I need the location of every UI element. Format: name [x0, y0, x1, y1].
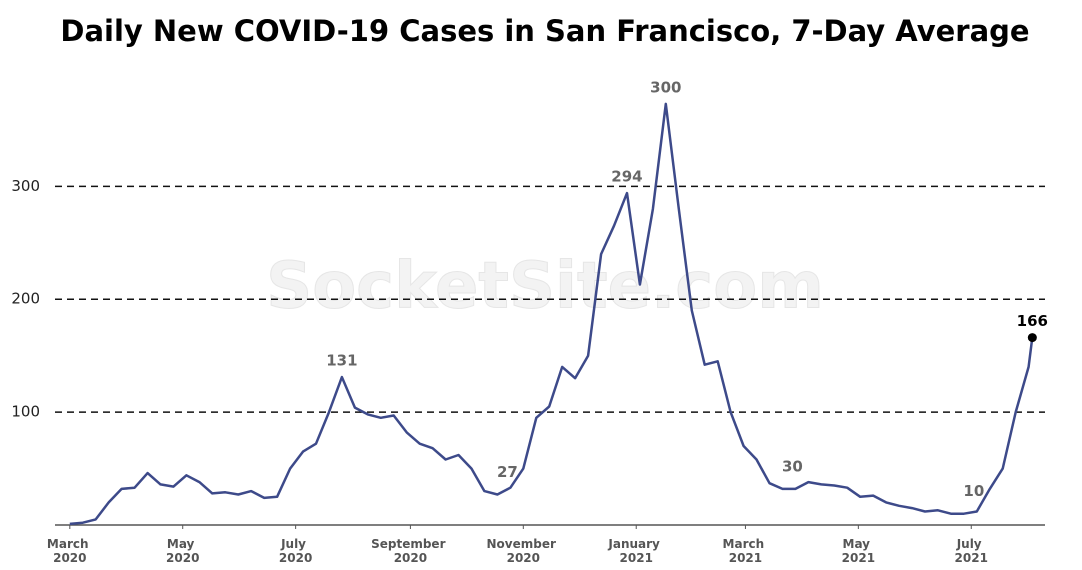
x-tick-label-line: July — [280, 537, 310, 551]
y-tick-label: 200 — [11, 290, 40, 308]
x-tick-label-line: July — [956, 537, 986, 551]
end-point — [1027, 333, 1037, 343]
annotation: 131 — [326, 352, 357, 370]
x-tick-label-line: May — [167, 537, 199, 551]
x-tick-label: September 2020 — [371, 537, 450, 565]
x-tick-label-line: 2021 — [620, 551, 653, 565]
chart-title: Daily New COVID-19 Cases in San Francisc… — [60, 14, 1029, 48]
annotation: 166 — [1017, 312, 1048, 330]
watermark: SocketSite.com — [266, 250, 824, 324]
x-tick-label: July 2021 — [955, 537, 988, 565]
x-tick-label: November 2020 — [487, 537, 561, 565]
annotation: 30 — [782, 457, 803, 475]
x-tick-label-line: May — [843, 537, 875, 551]
x-tick-label: March 2020 — [47, 537, 93, 565]
x-tick-label-line: 2020 — [394, 551, 427, 565]
x-tick-label-line: 2020 — [507, 551, 540, 565]
x-tick-label-line: November — [487, 537, 561, 551]
annotation: 300 — [650, 78, 681, 96]
x-tick-label-line: March — [723, 537, 769, 551]
x-tick-label-line: March — [47, 537, 93, 551]
x-tick-label-line: 2020 — [279, 551, 312, 565]
x-tick-label-line: January — [607, 537, 664, 551]
x-tick-label: March 2021 — [723, 537, 769, 565]
annotation: 294 — [611, 168, 642, 186]
x-tick-label-line: 2020 — [166, 551, 199, 565]
x-tick-label: January 2021 — [607, 537, 664, 565]
x-tick-label-line: September — [371, 537, 450, 551]
annotation: 10 — [963, 482, 984, 500]
x-tick-label: May 2020 — [166, 537, 199, 565]
y-tick-label: 300 — [11, 177, 40, 195]
x-tick-label: July 2020 — [279, 537, 312, 565]
x-tick-label-line: 2021 — [955, 551, 988, 565]
x-tick-label-line: 2021 — [842, 551, 875, 565]
annotation: 27 — [497, 463, 518, 481]
line — [69, 102, 1034, 526]
x-tick-label-line: 2020 — [53, 551, 86, 565]
y-tick-label: 100 — [11, 403, 40, 421]
x-tick-label: May 2021 — [842, 537, 875, 565]
x-tick-label-line: 2021 — [729, 551, 762, 565]
